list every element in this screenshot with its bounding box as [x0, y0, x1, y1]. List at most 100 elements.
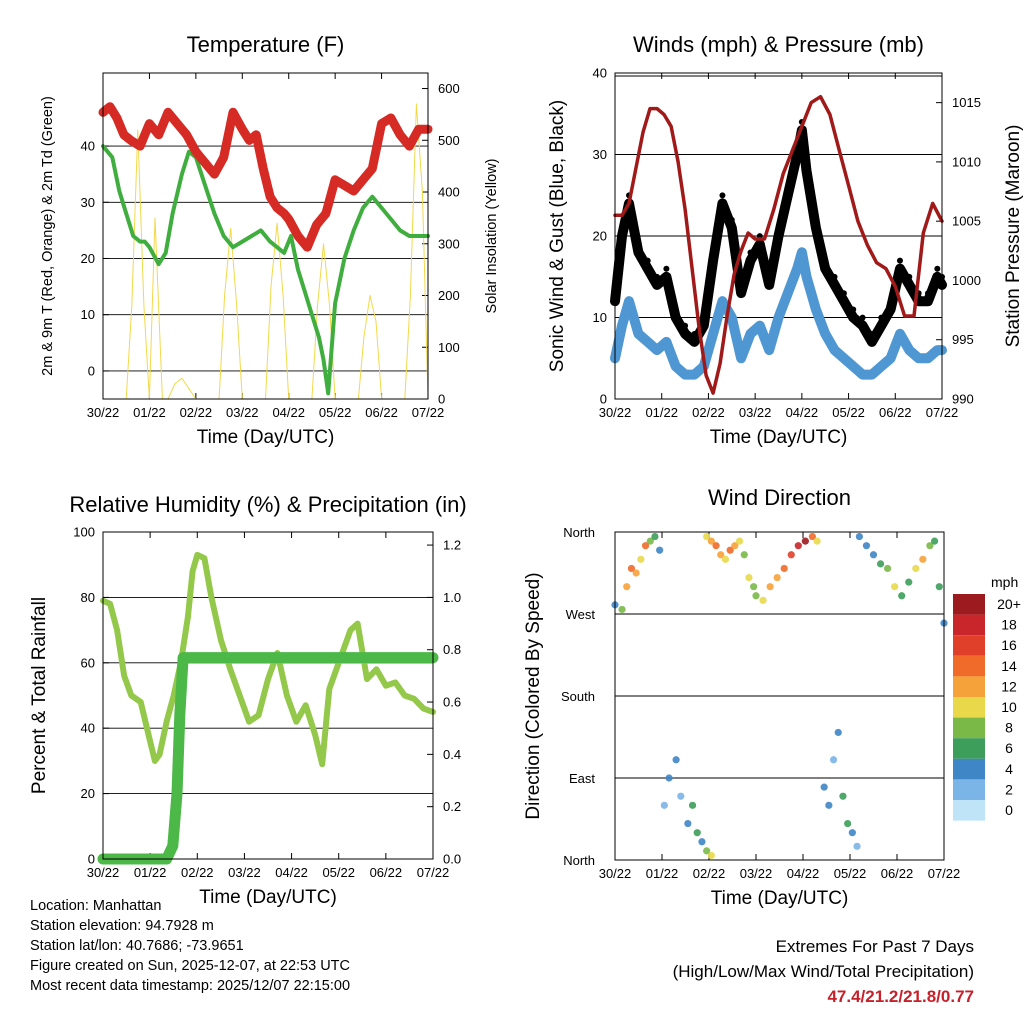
y-tick-label-right: 1015: [952, 95, 981, 110]
y-tick-label-right: 1010: [952, 154, 981, 169]
plot-border: [102, 531, 434, 860]
y-tick-label: 40: [81, 721, 95, 736]
y-tick-label: 0: [88, 363, 95, 378]
y-tick-label-right: 0.0: [443, 852, 461, 867]
gust-point: [868, 330, 875, 337]
pressure-series: [613, 94, 944, 395]
x-tick-label: 03/22: [226, 405, 259, 420]
winds-xlabel: Time (Day/UTC): [710, 427, 848, 448]
recent-timestamp-text: Most recent data timestamp: 2025/12/07 2…: [30, 978, 351, 994]
gust-point: [924, 290, 931, 297]
direction-point: [632, 569, 640, 577]
direction-point: [931, 537, 939, 545]
direction-point: [834, 728, 842, 737]
direction-point: [707, 851, 715, 860]
colorbar-label: 8: [1005, 720, 1013, 736]
y-tick-label-right: 1.2: [443, 538, 461, 553]
gust-point: [747, 249, 754, 256]
x-tick-label: 02/22: [692, 405, 725, 420]
y-tick-label: 80: [81, 590, 95, 605]
y-tick-label-right: 200: [438, 288, 460, 303]
direction-point: [766, 583, 774, 591]
direction-point: [684, 819, 692, 828]
colorbar-swatch: [953, 655, 985, 677]
y-tick-label-right: 0.2: [443, 799, 461, 814]
direction-point: [912, 564, 920, 573]
x-tick-label: 04/22: [275, 865, 308, 880]
y-tick-label: 20: [593, 229, 607, 244]
direction-point: [813, 537, 821, 545]
direction-point: [855, 532, 864, 541]
direction-point: [660, 801, 668, 809]
direction-point: [703, 847, 711, 855]
direction-tick-label: North: [563, 853, 595, 868]
gust-point: [934, 265, 941, 272]
x-tick-label: 07/22: [412, 405, 445, 420]
y-tick-label: 10: [81, 307, 95, 322]
y-tick-label-right: 500: [438, 133, 460, 148]
extremes-heading: Extremes For Past 7 Days: [775, 937, 974, 956]
direction-point: [773, 573, 781, 582]
gust-point: [691, 330, 698, 337]
x-tick-label: 01/22: [646, 866, 679, 881]
panel-humidity: Relative Humidity (%) & Precipitation (i…: [29, 492, 467, 908]
gust-point: [775, 225, 782, 231]
y-tick-label-right: 1000: [952, 273, 981, 288]
x-tick-label: 01/22: [645, 405, 678, 420]
direction-point: [703, 532, 711, 541]
gust-point: [896, 257, 903, 264]
y-tick-label-right: 0.6: [443, 695, 461, 710]
gust-point: [719, 192, 726, 199]
gust-point: [812, 216, 819, 223]
gust-point: [784, 184, 791, 191]
gust-point: [878, 314, 885, 321]
y-tick-label: 20: [81, 786, 95, 801]
gust-series: [610, 125, 947, 347]
gust-point: [700, 314, 707, 321]
colorbar-label: 14: [1001, 658, 1017, 674]
direction-title: Wind Direction: [708, 485, 851, 510]
x-tick-label: 30/22: [599, 866, 632, 881]
gust-point: [803, 159, 810, 166]
gust-point: [822, 257, 829, 264]
colorbar-label: 20+: [997, 596, 1021, 612]
direction-point: [752, 592, 760, 600]
colorbar-swatch: [953, 614, 985, 636]
plot-border: [614, 531, 945, 861]
y-tick-label: 60: [81, 655, 95, 670]
colorbar-swatch: [953, 717, 985, 739]
direction-point: [717, 551, 725, 559]
colorbar-swatch: [953, 758, 985, 780]
direction-point: [750, 583, 758, 591]
y-tick-label-right: 600: [438, 81, 460, 96]
direction-point: [745, 573, 753, 582]
direction-point: [641, 542, 650, 550]
humidity-series: [100, 551, 436, 768]
x-tick-label: 02/22: [180, 405, 213, 420]
y-tick-label-right: 990: [952, 392, 974, 407]
direction-point: [853, 842, 861, 850]
direction-point: [735, 537, 744, 545]
gust-point: [850, 306, 857, 313]
panel-temperature: Temperature (F) 30/22 01/22 02/22 03/22 04/22…: [40, 32, 500, 448]
x-tick-label: 03/22: [740, 866, 773, 881]
y-tick-label-right: 0.4: [443, 747, 461, 762]
x-tick-label: 02/22: [181, 865, 214, 880]
direction-point: [787, 551, 795, 559]
y-tick-label: 30: [81, 195, 95, 210]
y-tick-label: 0: [88, 852, 95, 867]
colorbar-label: 4: [1005, 761, 1013, 777]
y-tick-label-right: 995: [952, 332, 974, 347]
panel-direction: Wind Direction 30/22 01/22 02/22 03/22 04/22 0…: [523, 485, 960, 909]
gust-point: [766, 273, 773, 280]
plot-border: [614, 72, 943, 400]
x-tick-label: 06/22: [365, 405, 398, 420]
colorbar-label: 2: [1005, 781, 1013, 797]
direction-tick-label: East: [569, 771, 595, 786]
x-tick-label: 05/22: [322, 865, 355, 880]
direction-point: [898, 592, 906, 600]
gust-point: [654, 273, 661, 280]
direction-point: [891, 583, 899, 591]
gust-point: [831, 273, 838, 280]
